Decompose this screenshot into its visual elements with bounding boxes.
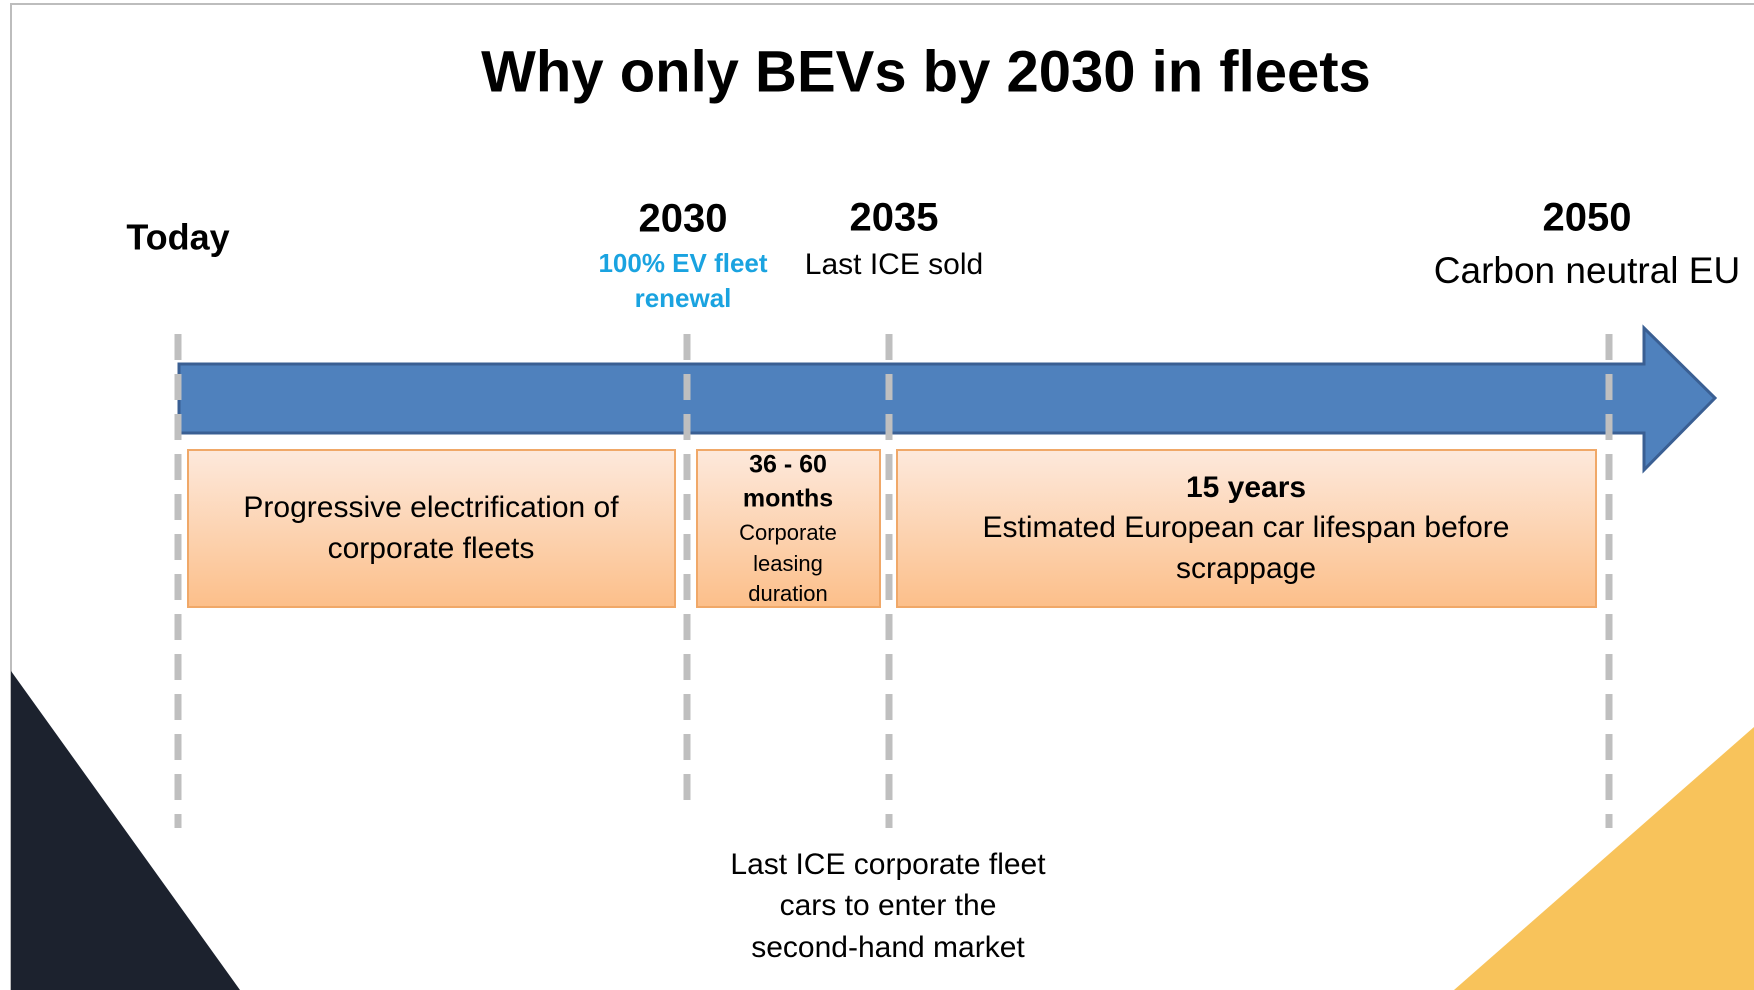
corner-triangle-dark <box>11 671 240 990</box>
box-text: Progressive electrification of <box>243 491 619 524</box>
corner-triangle-yellow <box>1454 727 1754 990</box>
period-box <box>696 449 881 608</box>
footnote: second-hand market <box>751 931 1025 964</box>
title: Why only BEVs by 2030 in fleets <box>481 39 1371 104</box>
milestone-note: 100% EV fleet <box>598 248 767 278</box>
box-text: duration <box>748 581 828 606</box>
timeline-arrow <box>177 324 1718 474</box>
footnote: cars to enter the <box>780 889 997 922</box>
box-text: Estimated European car lifespan before <box>983 511 1510 544</box>
milestone-label: 2035 <box>850 196 939 240</box>
period-box <box>896 449 1597 608</box>
box-heading: months <box>743 485 833 513</box>
box-text: scrappage <box>1176 552 1316 585</box>
milestone-label: Today <box>126 217 229 258</box>
box-text: Corporate <box>739 520 837 545</box>
box-text: corporate fleets <box>328 532 535 565</box>
box-heading: 36 - 60 <box>749 451 827 479</box>
slide-border <box>10 3 1754 990</box>
milestone-note: Carbon neutral EU <box>1434 250 1740 291</box>
milestone-label: 2030 <box>639 197 728 241</box>
period-box <box>187 449 676 608</box>
milestone-note: Last ICE sold <box>805 248 983 281</box>
box-text: leasing <box>753 551 823 576</box>
footnote: Last ICE corporate fleet <box>730 848 1046 881</box>
box-heading: 15 years <box>1186 471 1306 504</box>
milestone-label: 2050 <box>1543 196 1632 240</box>
milestone-note: renewal <box>635 283 732 313</box>
